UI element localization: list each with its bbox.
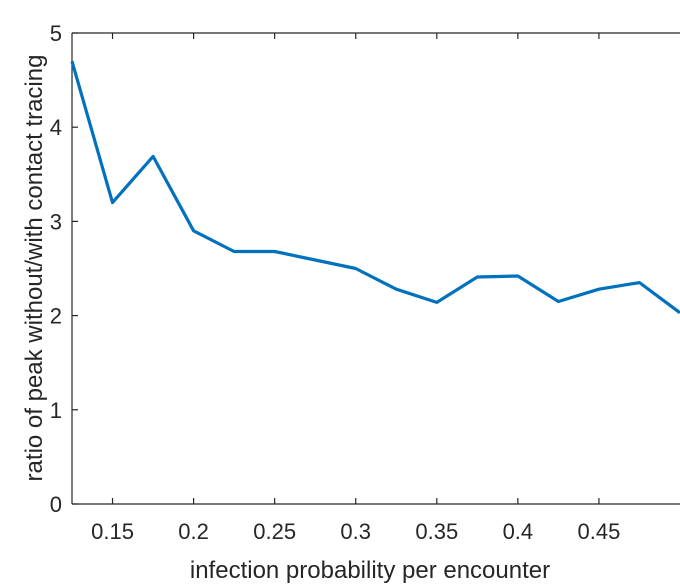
x-tick-label: 0.15 bbox=[91, 519, 134, 544]
x-tick-label: 0.25 bbox=[253, 519, 296, 544]
y-axis-ticks: 0 1 2 3 4 5 bbox=[50, 21, 78, 517]
series-layer bbox=[70, 60, 680, 315]
x-tick-label: 0.2 bbox=[178, 519, 209, 544]
x-axis-ticks: 0.15 0.2 0.25 0.3 0.35 0.4 0.45 bbox=[91, 33, 620, 544]
y-tick-label: 1 bbox=[50, 398, 62, 423]
x-tick-label: 0.4 bbox=[503, 519, 534, 544]
y-axis-label: ratio of peak without/with contact traci… bbox=[21, 55, 48, 482]
y-tick-label: 5 bbox=[50, 21, 62, 46]
x-tick-label: 0.35 bbox=[415, 519, 458, 544]
y-tick-label: 0 bbox=[50, 492, 62, 517]
plot-area bbox=[71, 32, 680, 505]
y-tick-label: 4 bbox=[50, 115, 62, 140]
y-tick-label: 3 bbox=[50, 209, 62, 234]
x-tick-label: 0.45 bbox=[578, 519, 621, 544]
series-line bbox=[70, 60, 680, 315]
y-tick-label: 2 bbox=[50, 304, 62, 329]
x-axis-label: infection probability per encounter bbox=[190, 557, 550, 584]
x-tick-label: 0.3 bbox=[340, 519, 371, 544]
